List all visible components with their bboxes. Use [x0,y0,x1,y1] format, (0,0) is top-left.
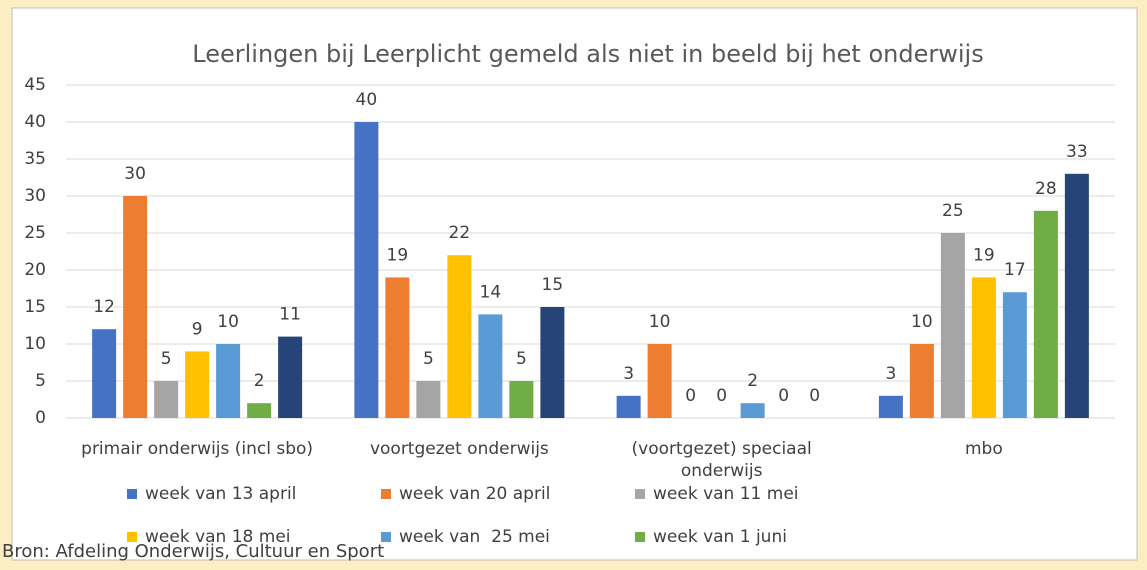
bar [92,329,117,418]
bar [354,122,379,418]
value-label: 11 [279,305,301,325]
value-label: 33 [1066,142,1088,162]
value-label: 0 [685,386,696,406]
bar [971,277,996,418]
y-tick-label: 5 [35,371,46,391]
value-label: 0 [809,386,820,406]
bar [123,196,148,418]
y-tick-label: 15 [24,297,46,317]
legend-label: week van 13 april [145,484,296,504]
y-tick-label: 40 [24,112,46,132]
y-tick-label: 35 [24,149,46,169]
value-label: 19 [387,245,409,265]
legend-label: week van 11 mei [653,484,799,504]
bar [909,344,934,418]
bar [1033,210,1058,418]
value-label: 3 [623,364,634,384]
bar [447,255,472,418]
value-label: 5 [516,349,527,369]
value-label: 12 [93,297,115,317]
chart-title: Leerlingen bij Leerplicht gemeld als nie… [192,40,983,68]
value-label: 9 [192,319,203,339]
value-label: 15 [542,275,564,295]
bar [216,344,241,418]
legend-label: week van 18 mei [145,527,291,547]
y-tick-label: 45 [24,75,46,95]
bar [185,351,210,418]
y-tick-label: 30 [24,186,46,206]
value-label: 40 [356,90,378,110]
value-label: 0 [716,386,727,406]
legend-label: week van 1 juni [653,527,787,547]
chart-area [11,7,1138,561]
bar [1002,292,1027,418]
x-tick-label: voortgezet onderwijs [369,439,549,459]
value-label: 5 [423,349,434,369]
value-label: 30 [124,164,146,184]
bar [940,233,965,418]
y-tick-label: 25 [24,223,46,243]
bar [740,403,765,418]
value-label: 28 [1035,179,1057,199]
value-label: 0 [778,386,789,406]
source: Bron: Afdeling Onderwijs, Cultuur en Spo… [2,541,384,562]
bar [385,277,410,418]
legend-label: week van 20 april [399,484,550,504]
x-tick-label: primair onderwijs (incl sbo) [81,439,314,459]
bar [878,395,903,418]
bar [1064,173,1089,418]
bar [616,395,641,418]
bar [540,307,565,418]
bar [509,381,534,418]
value-label: 17 [1004,260,1026,280]
legend-swatch [127,489,137,499]
legend-swatch [381,489,391,499]
legend-swatch [381,532,391,542]
value-label: 3 [885,364,896,384]
legend-label: week van 25 mei [399,527,550,547]
legend-swatch [127,532,137,542]
value-label: 25 [942,201,964,221]
value-label: 14 [480,282,502,302]
x-tick-label: mbo [964,439,1003,459]
value-label: 22 [449,223,471,243]
y-tick-label: 0 [35,408,46,428]
bar [278,336,303,418]
y-tick-label: 10 [24,334,46,354]
bar [247,403,272,418]
legend-swatch [635,489,645,499]
bar [416,381,441,418]
value-label: 10 [217,312,239,332]
value-label: 2 [747,371,758,391]
value-label: 10 [649,312,671,332]
bar [154,381,179,418]
bar [647,344,672,418]
legend-swatch [635,532,645,542]
value-label: 10 [911,312,933,332]
x-tick-label: (voortgezet) speciaal onderwijs [631,439,812,481]
value-label: 19 [973,245,995,265]
value-label: 2 [254,371,265,391]
bar [478,314,503,418]
value-label: 5 [161,349,172,369]
y-tick-label: 20 [24,260,46,280]
